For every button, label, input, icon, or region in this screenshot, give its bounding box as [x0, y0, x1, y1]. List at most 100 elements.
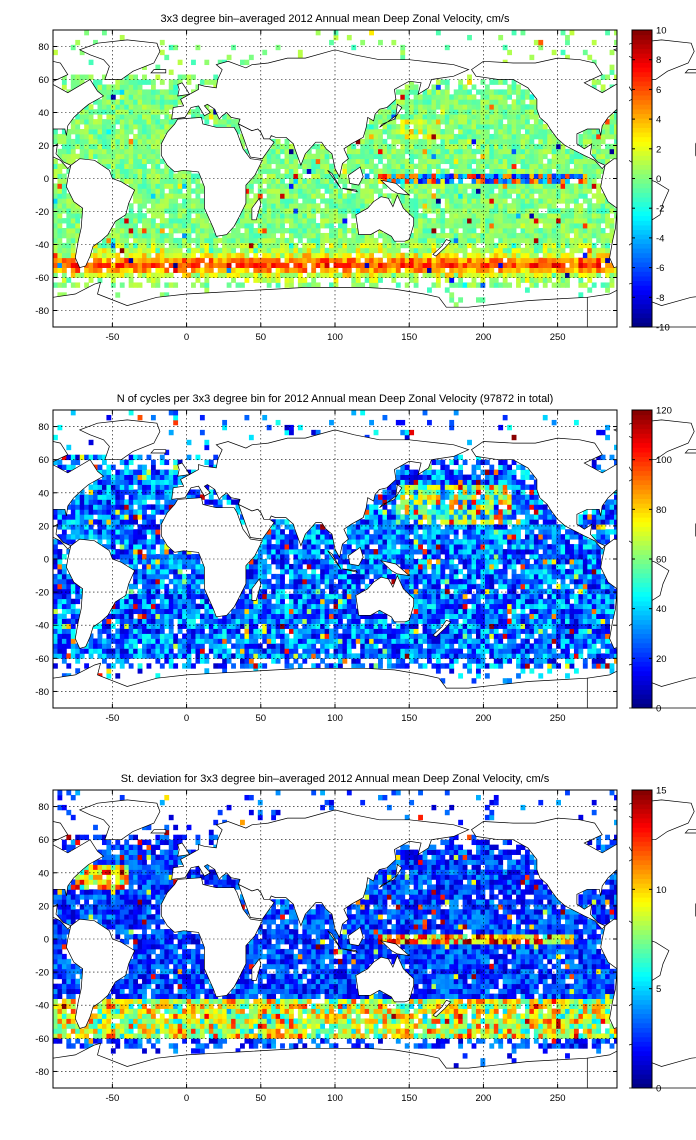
data-bin	[502, 94, 508, 100]
data-bin	[257, 213, 263, 219]
data-bin	[529, 153, 535, 160]
data-bin	[609, 277, 615, 283]
data-bin	[422, 94, 428, 100]
data-bin	[146, 119, 152, 125]
data-bin	[355, 277, 361, 283]
data-bin	[382, 148, 388, 155]
data-bin	[155, 74, 161, 80]
data-bin	[471, 218, 477, 224]
data-bin	[240, 133, 245, 140]
data-bin	[355, 638, 361, 644]
data-bin	[578, 188, 584, 194]
data-bin	[271, 148, 277, 155]
data-bin	[409, 262, 415, 268]
data-bin	[382, 628, 388, 634]
data-bin	[355, 163, 361, 169]
data-bin	[582, 242, 588, 249]
data-bin	[101, 628, 107, 634]
data-bin	[360, 168, 366, 174]
data-bin	[493, 99, 499, 105]
data-bin	[493, 613, 499, 619]
data-bin	[150, 163, 156, 169]
data-bin	[605, 287, 610, 293]
data-bin	[480, 213, 486, 219]
data-bin	[324, 173, 330, 179]
data-bin	[61, 643, 67, 649]
data-bin	[262, 628, 268, 634]
data-bin	[378, 663, 383, 669]
data-bin	[253, 628, 259, 634]
colorbar-segment	[632, 303, 652, 309]
data-bin	[155, 623, 161, 629]
data-bin	[182, 623, 187, 629]
data-bin	[533, 272, 539, 278]
data-bin	[498, 663, 504, 669]
data-bin	[395, 643, 401, 649]
data-bin	[70, 203, 76, 209]
data-bin	[369, 262, 374, 268]
data-bin	[262, 623, 268, 629]
data-bin	[502, 277, 508, 283]
data-bin	[66, 228, 72, 234]
data-bin	[404, 623, 410, 629]
data-bin	[560, 30, 566, 36]
data-bin	[440, 618, 446, 624]
data-bin	[84, 648, 90, 654]
data-bin	[418, 242, 423, 249]
data-bin	[284, 648, 290, 654]
data-bin	[471, 99, 477, 105]
data-bin	[431, 232, 437, 239]
data-bin	[413, 272, 419, 278]
data-bin	[493, 89, 499, 95]
data-bin	[524, 257, 530, 264]
data-bin	[306, 223, 312, 229]
data-bin	[191, 247, 196, 254]
data-bin	[516, 178, 521, 184]
data-bin	[150, 193, 156, 199]
data-bin	[418, 153, 423, 160]
data-bin	[124, 267, 130, 273]
data-bin	[422, 114, 428, 120]
data-bin	[427, 272, 432, 278]
data-bin	[262, 153, 268, 160]
data-bin	[311, 643, 317, 649]
data-bin	[551, 272, 557, 278]
data-bin	[484, 89, 490, 95]
data-bin	[119, 99, 125, 105]
data-bin	[609, 64, 615, 70]
data-bin	[431, 124, 437, 130]
data-bin	[226, 54, 232, 61]
data-bin	[520, 148, 526, 155]
data-bin	[61, 247, 67, 254]
data-bin	[449, 633, 455, 639]
data-bin	[284, 193, 290, 199]
data-bin	[520, 232, 526, 239]
data-bin	[213, 643, 219, 649]
colorbar-tick-label: -8	[656, 293, 664, 304]
data-bin	[533, 203, 539, 209]
data-bin	[364, 133, 370, 140]
data-bin	[128, 223, 134, 229]
data-bin	[173, 282, 179, 288]
colorbar-tick-label: 4	[656, 115, 661, 126]
data-bin	[208, 613, 214, 619]
data-bin	[373, 119, 379, 125]
data-bin	[378, 633, 383, 639]
data-bin	[413, 114, 419, 120]
data-bin	[538, 198, 544, 204]
data-bin	[133, 237, 138, 244]
data-bin	[418, 163, 423, 169]
data-bin	[471, 232, 477, 239]
data-bin	[573, 218, 579, 224]
data-bin	[315, 653, 321, 659]
data-bin	[404, 252, 410, 259]
data-bin	[124, 133, 130, 140]
data-bin	[551, 138, 557, 145]
data-bin	[70, 272, 76, 278]
data-bin	[373, 143, 379, 150]
data-bin	[173, 173, 179, 179]
data-bin	[306, 198, 312, 204]
data-bin	[458, 163, 464, 169]
data-bin	[324, 653, 330, 659]
data-bin	[587, 638, 593, 644]
